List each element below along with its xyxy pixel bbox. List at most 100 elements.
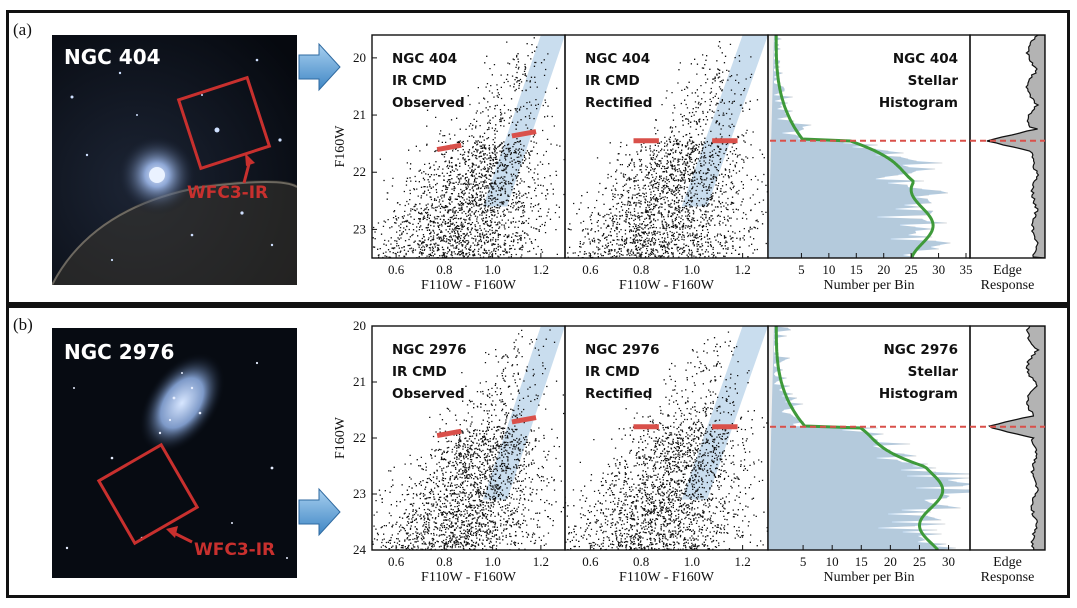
rgb-band (681, 35, 768, 207)
subplot-cmd: 0.6 0.8 1.0 1.2 F110W - F160W NGC 404 IR CMD Re… (564, 34, 769, 293)
subplot-hist: 5 10 15 20 25 30 Number per Bin NGC 2976 Stellar… (767, 325, 971, 585)
x-tick-label: 5 (800, 554, 807, 569)
star-points (565, 41, 768, 258)
x-tick-label: 0.6 (582, 262, 599, 277)
x-tick-label: 15 (855, 554, 868, 569)
x-tick-label: 0.6 (388, 554, 405, 569)
subplot-cmd: 0.6 0.8 1.0 1.2 F110W - F160W NGC 2976 IR CMD O… (371, 325, 566, 585)
trgb-marker (511, 415, 537, 425)
wfc3-field-box (176, 75, 272, 171)
x-tick-label: 1.0 (485, 554, 501, 569)
figure-row-svg: 0.6 0.8 1.0 1.2 F110W - F160W NGC 2976 IR CMD O… (333, 318, 1046, 585)
x-axis-label: F110W - F160W (619, 570, 715, 585)
x-axis-label: F110W - F160W (421, 278, 517, 293)
plots-row-b: 0.6 0.8 1.0 1.2 F110W - F160W NGC 2976 IR CMD O… (330, 318, 1050, 588)
wfc3-field-box (96, 442, 200, 546)
trgb-marker (436, 142, 462, 153)
edge-response-curve (988, 326, 1045, 550)
edge-response-curve (986, 35, 1045, 258)
x-axis-label: Number per Bin (824, 278, 915, 293)
galaxy-name: NGC 2976 (64, 340, 175, 364)
y-axis-label: F160W (333, 125, 348, 168)
x-tick-label: 0.8 (436, 554, 452, 569)
star-points (372, 37, 565, 258)
y-tick-label: 21 (353, 107, 366, 122)
galaxy-image-ngc404: NGC 404 WFC3-IR (52, 35, 297, 285)
x-tick-label: 5 (798, 262, 805, 277)
x-tick-label: 1.0 (684, 262, 700, 277)
x-tick-label: 15 (850, 262, 863, 277)
subplot-hist: 5 10 15 20 25 30 35 Number per Bin NGC 404 Stella… (767, 34, 973, 293)
y-tick-label: 23 (353, 221, 366, 236)
trgb-marker (436, 428, 462, 439)
subplot-title-line: IR CMD (585, 73, 640, 89)
x-tick-label: 1.2 (735, 262, 751, 277)
y-tick-label: 23 (353, 486, 366, 501)
x-tick-label: 0.6 (388, 262, 405, 277)
subplot-title-line: Rectified (585, 386, 652, 402)
x-tick-label: 0.6 (582, 554, 599, 569)
x-axis-label: F110W - F160W (619, 278, 715, 293)
y-tick-label: 22 (353, 164, 366, 179)
hist-fill (768, 35, 951, 258)
subplot-cmd: 0.6 0.8 1.0 1.2 F110W - F160W NGC 404 IR CMD Ob… (371, 34, 566, 293)
arrow-right-icon (297, 487, 342, 542)
x-tick-label: 30 (942, 554, 955, 569)
x-tick-label: 35 (960, 262, 973, 277)
y-tick-label: 24 (353, 542, 367, 557)
subplot-title-line: Stellar (908, 364, 959, 380)
x-tick-label: 30 (932, 262, 945, 277)
x-tick-label: 0.8 (633, 262, 649, 277)
subplot-title-line: IR CMD (392, 364, 447, 380)
hist-fit-curve (774, 35, 935, 258)
rgb-band (482, 326, 565, 500)
subplot-title-line: IR CMD (392, 73, 447, 89)
y-tick-label: 22 (353, 430, 366, 445)
panel-label-b: (b) (13, 315, 33, 334)
galaxy-image-ngc2976: NGC 2976 WFC3-IR (52, 328, 297, 578)
x-axis-label: F110W - F160W (421, 570, 517, 585)
galaxy-name: NGC 404 (64, 45, 161, 69)
y-axis-label: F160W (333, 416, 348, 459)
subplot-title-line: NGC 2976 (585, 342, 660, 358)
subplot-title-line: Histogram (879, 386, 958, 402)
subplot-title-line: NGC 404 (893, 51, 958, 67)
subplot-title-line: NGC 2976 (392, 342, 467, 358)
instrument-label: WFC3-IR (187, 183, 269, 203)
y-tick-label: 20 (353, 318, 366, 333)
rgb-band (482, 35, 565, 207)
instrument-label: WFC3-IR (194, 540, 276, 560)
figure-row-svg: 0.6 0.8 1.0 1.2 F110W - F160W NGC 404 IR CMD Ob… (333, 34, 1046, 293)
subplot-title-line: NGC 404 (585, 51, 650, 67)
subplot-title-line: Rectified (585, 95, 652, 111)
trgb-marker (511, 129, 537, 139)
subplot-title-line: Observed (392, 386, 465, 402)
panel-label-a: (a) (13, 20, 32, 39)
x-tick-label: 0.8 (436, 262, 452, 277)
x-tick-label: 0.8 (633, 554, 649, 569)
subplot-title-line: Stellar (908, 73, 959, 89)
x-tick-label: 25 (905, 262, 918, 277)
hist-fit-curve (774, 326, 945, 550)
subplot-title-line: Observed (392, 95, 465, 111)
x-tick-label: 1.2 (735, 554, 751, 569)
x-tick-label: 10 (826, 554, 839, 569)
arrow-right-icon (297, 42, 342, 97)
x-tick-label: 1.0 (684, 554, 700, 569)
plots-row-a: 0.6 0.8 1.0 1.2 F110W - F160W NGC 404 IR CMD Ob… (330, 34, 1050, 295)
subplot-title-line: Histogram (879, 95, 958, 111)
subplot-title-line: NGC 404 (392, 51, 457, 67)
edge-label: Response (981, 278, 1035, 293)
edge-label: Edge (993, 263, 1022, 278)
y-tick-label: 20 (353, 50, 366, 65)
star-points (372, 329, 565, 550)
rgb-band (681, 326, 768, 500)
x-tick-label: 25 (913, 554, 926, 569)
subplot-frame (969, 325, 1046, 551)
y-tick-label: 21 (353, 374, 366, 389)
subplot-title-line: IR CMD (585, 364, 640, 380)
hist-bars (768, 35, 951, 258)
edge-label: Edge (993, 555, 1022, 570)
x-tick-label: 1.0 (485, 262, 501, 277)
